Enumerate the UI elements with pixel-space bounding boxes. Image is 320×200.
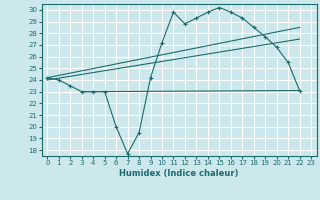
X-axis label: Humidex (Indice chaleur): Humidex (Indice chaleur) [119,169,239,178]
